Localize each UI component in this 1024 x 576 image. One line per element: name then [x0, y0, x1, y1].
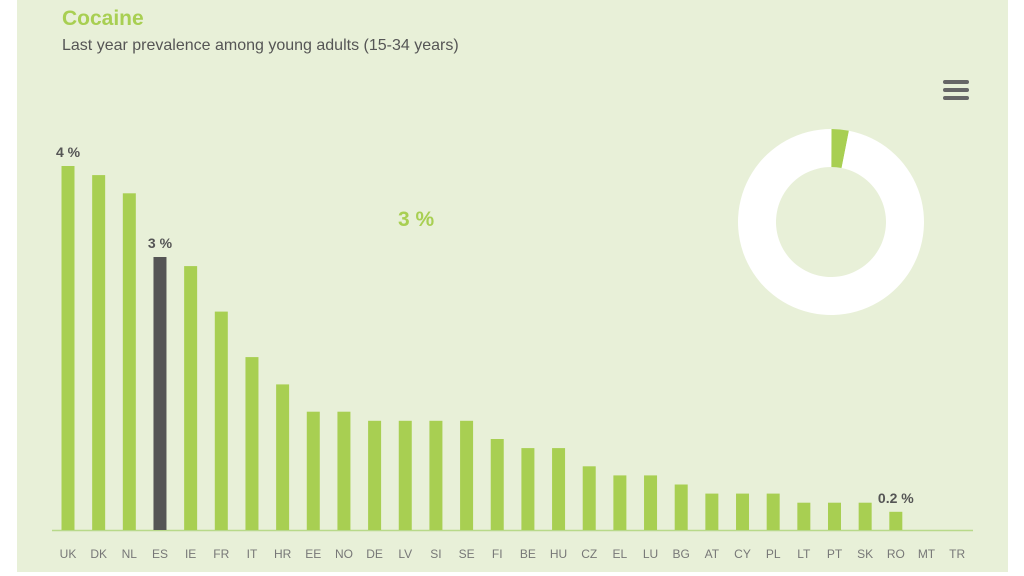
bar-sk: [858, 502, 872, 530]
bar-cy: [736, 493, 750, 530]
x-tick-label: IT: [247, 547, 258, 561]
bar-uk: [61, 166, 75, 530]
donut-slice-rest: [738, 129, 925, 315]
bar-se: [460, 420, 474, 530]
bar-si: [429, 420, 443, 530]
x-tick-label: EE: [305, 547, 321, 561]
bar-be: [521, 448, 535, 530]
bar-fr: [214, 311, 228, 530]
highlight-value: 3 %: [398, 208, 435, 231]
x-tick-label: BE: [520, 547, 536, 561]
x-tick-label: NO: [335, 547, 353, 561]
x-tick-label: UK: [60, 547, 77, 561]
x-tick-label: HU: [550, 547, 567, 561]
bar-it: [245, 357, 259, 530]
bar-bg: [674, 484, 688, 530]
x-tick-label: CZ: [581, 547, 597, 561]
bar-de: [368, 420, 382, 530]
data-label-ro: 0.2 %: [878, 490, 914, 506]
x-tick-label: HR: [274, 547, 292, 561]
bar-el: [613, 475, 627, 530]
x-tick-label: NL: [122, 547, 138, 561]
x-tick-label: AT: [705, 547, 720, 561]
bar-at: [705, 493, 719, 530]
x-tick-label: SK: [857, 547, 873, 561]
x-tick-label: PL: [766, 547, 781, 561]
x-tick-label: ES: [152, 547, 168, 561]
x-tick-label: BG: [673, 547, 690, 561]
x-tick-label: FR: [213, 547, 229, 561]
bar-lt: [797, 502, 811, 530]
hamburger-menu-icon[interactable]: [943, 80, 969, 102]
x-tick-label: LT: [797, 547, 811, 561]
bar-pt: [828, 502, 841, 530]
bar-dk: [92, 175, 106, 530]
x-tick-label: FI: [492, 547, 503, 561]
data-label-es: 3 %: [148, 235, 173, 251]
x-tick-label: CY: [734, 547, 751, 561]
bar-hu: [552, 448, 566, 530]
x-tick-label: DK: [90, 547, 107, 561]
bar-cz: [582, 466, 596, 530]
chart-subtitle: Last year prevalence among young adults …: [62, 37, 459, 54]
x-tick-label: RO: [887, 547, 905, 561]
x-tick-label: PT: [827, 547, 843, 561]
x-tick-label: TR: [949, 547, 965, 561]
bar-nl: [122, 193, 136, 531]
bar-ee: [306, 411, 320, 530]
x-tick-label: EL: [613, 547, 628, 561]
bar-ro: [889, 511, 903, 530]
bar-pl: [766, 493, 780, 530]
data-label-uk: 4 %: [56, 144, 81, 160]
x-tick-label: DE: [366, 547, 383, 561]
x-tick-label: IE: [185, 547, 196, 561]
x-tick-label: LU: [643, 547, 658, 561]
chart-title: Cocaine: [62, 7, 144, 30]
x-tick-label: LV: [398, 547, 412, 561]
bar-no: [337, 411, 351, 530]
bar-fi: [490, 439, 504, 530]
x-tick-label: SI: [430, 547, 441, 561]
bar-hr: [276, 384, 290, 530]
bar-es: [153, 257, 167, 530]
donut-slice-es: [831, 129, 849, 169]
x-tick-label: MT: [918, 547, 936, 561]
bar-lv: [398, 420, 412, 530]
x-tick-label: SE: [459, 547, 475, 561]
bar-ie: [184, 266, 198, 530]
bar-lu: [644, 475, 658, 530]
